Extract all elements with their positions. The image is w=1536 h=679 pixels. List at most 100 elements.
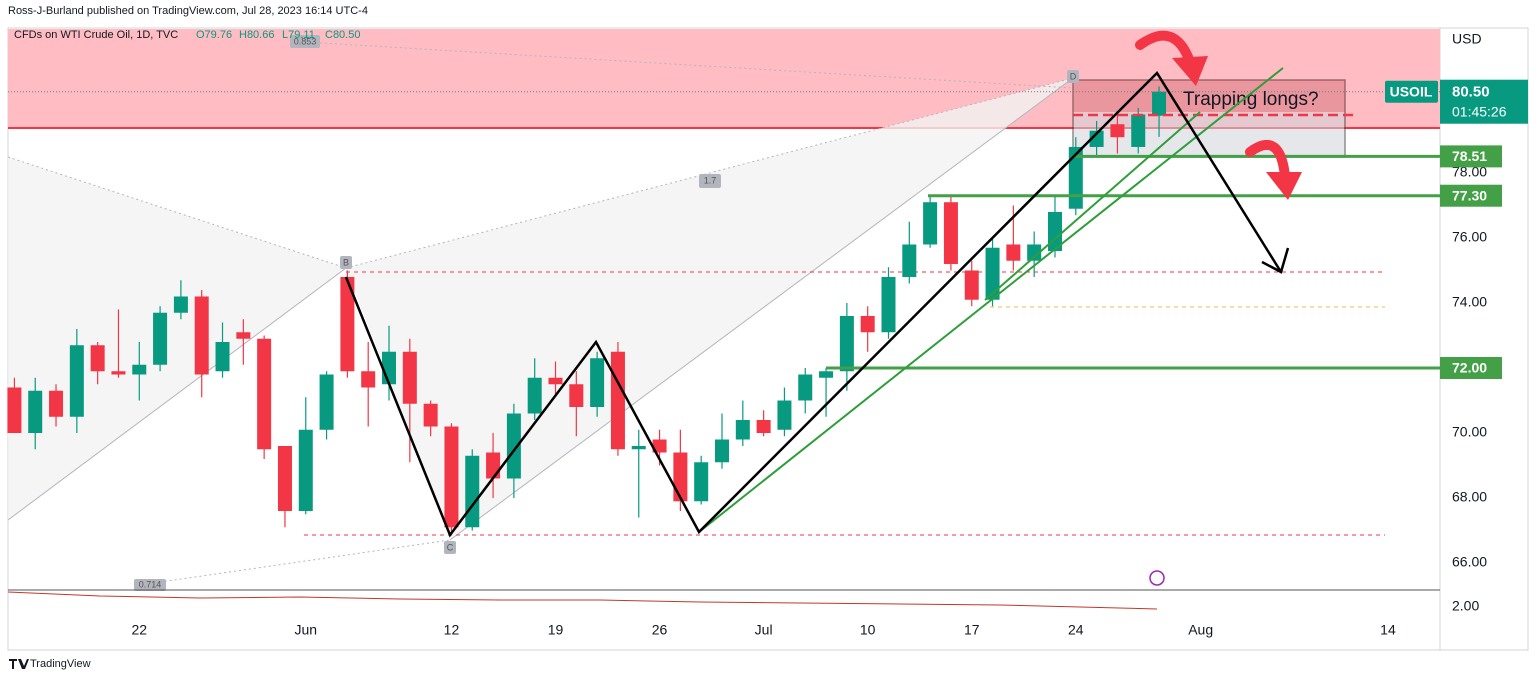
price-tag	[1440, 79, 1528, 124]
candle-body	[527, 377, 542, 414]
x-tick-label: 19	[548, 622, 564, 638]
x-tick-label: Jun	[294, 622, 317, 638]
y-tick-label: 78.00	[1452, 164, 1487, 180]
candle-body	[798, 374, 813, 401]
pattern-shade	[8, 157, 346, 520]
candle-body	[902, 244, 917, 277]
pattern-line	[7, 267, 347, 521]
candle-body	[756, 420, 771, 434]
ohlc-value: H80.66	[239, 29, 274, 41]
candle-body	[1068, 146, 1083, 209]
fib-label: 0.714	[139, 579, 162, 589]
trendline	[698, 67, 1284, 533]
candle-body	[7, 387, 22, 434]
level-tag	[1440, 184, 1502, 207]
x-tick-label: 12	[444, 622, 460, 638]
candle-body	[673, 452, 688, 502]
pattern-label: B	[343, 257, 349, 267]
candle-body	[28, 390, 43, 434]
pattern-label-box	[340, 256, 352, 269]
y-tick-label: 76.00	[1452, 229, 1487, 245]
red-arrow	[1245, 139, 1290, 181]
candle-body	[215, 341, 230, 372]
candle-body	[486, 452, 501, 479]
candle-body	[153, 312, 168, 365]
candle-body	[652, 439, 667, 453]
candle-body	[610, 351, 625, 450]
candle-body	[49, 390, 64, 417]
candle-body	[943, 202, 958, 264]
indicator-line	[7, 591, 1158, 610]
candle-body	[382, 351, 397, 385]
candle-body	[839, 315, 854, 372]
fib-label: 1.7	[704, 175, 717, 185]
pattern-label: D	[1070, 71, 1077, 81]
candle-body	[340, 276, 355, 372]
candle-body	[819, 371, 834, 378]
x-tick-label: 26	[652, 622, 668, 638]
level-tag	[1440, 145, 1502, 168]
levels	[8, 91, 1440, 370]
ohlc-value: C80.50	[325, 29, 360, 41]
candle-body	[548, 377, 563, 385]
level-label: 78.51	[1452, 148, 1487, 164]
candle-body	[423, 403, 438, 427]
pattern-label-box	[444, 541, 456, 554]
arrow-head	[1261, 247, 1290, 274]
y-tick-label: 70.00	[1452, 424, 1487, 440]
candle-body	[465, 455, 480, 528]
x-tick-label: 17	[964, 622, 980, 638]
ohlc-legend: O79.76 H80.66 L79.11 C80.50	[196, 29, 360, 41]
pattern-line	[304, 41, 1074, 89]
last-price-label: 80.50	[1452, 84, 1490, 101]
candle-body	[1152, 91, 1167, 116]
candle-body	[985, 247, 1000, 300]
pattern-shade	[346, 78, 1073, 540]
y-tick-label: 68.00	[1452, 489, 1487, 505]
y-tick-label: 66.00	[1452, 554, 1487, 570]
countdown: 01:45:26	[1452, 103, 1507, 119]
candle-body	[194, 296, 209, 375]
trendline	[984, 111, 1201, 301]
candle-body	[1131, 114, 1146, 147]
symbol-title: CFDs on WTI Crude Oil, 1D, TVC	[14, 29, 178, 41]
footer: TradingView	[30, 658, 91, 670]
candle-body	[715, 439, 729, 463]
candle-body	[506, 413, 521, 479]
x-tick-label: 14	[1380, 622, 1396, 638]
red-arrow	[1135, 30, 1195, 67]
candle-body	[173, 296, 188, 313]
currency: USD	[1452, 31, 1482, 47]
logo	[9, 659, 29, 669]
candles	[7, 86, 1167, 534]
candle-body	[694, 462, 709, 502]
x-tick-label: Aug	[1188, 622, 1213, 638]
candle-body	[402, 351, 417, 404]
x-tick-label: 22	[131, 622, 147, 638]
candle-body	[569, 384, 584, 408]
fib-label-box	[699, 174, 721, 188]
y-tick-label: 74.00	[1452, 294, 1487, 310]
candle-body	[236, 332, 251, 339]
candle-body	[590, 358, 605, 408]
level-label: 77.30	[1452, 187, 1487, 203]
candle-body	[631, 446, 646, 450]
x-tick-label: 24	[1068, 622, 1084, 638]
candle-body	[111, 371, 126, 375]
candle-body	[1089, 130, 1104, 147]
candle-body	[881, 276, 896, 333]
annotation: Trapping longs?	[1183, 89, 1319, 110]
pattern-label-box	[1067, 70, 1079, 83]
symbol-tag	[1385, 80, 1438, 103]
candle-body	[964, 270, 979, 300]
candle-body	[132, 364, 147, 375]
candle-body	[361, 371, 376, 388]
indicator-tick-label: 2.00	[1452, 598, 1479, 614]
x-tick-label: Jul	[755, 622, 773, 638]
trap-box	[1072, 79, 1346, 158]
zigzag	[344, 71, 1283, 538]
pattern-line	[7, 156, 347, 269]
pattern-label: C	[447, 542, 454, 552]
fib-label: 0.853	[294, 36, 317, 46]
